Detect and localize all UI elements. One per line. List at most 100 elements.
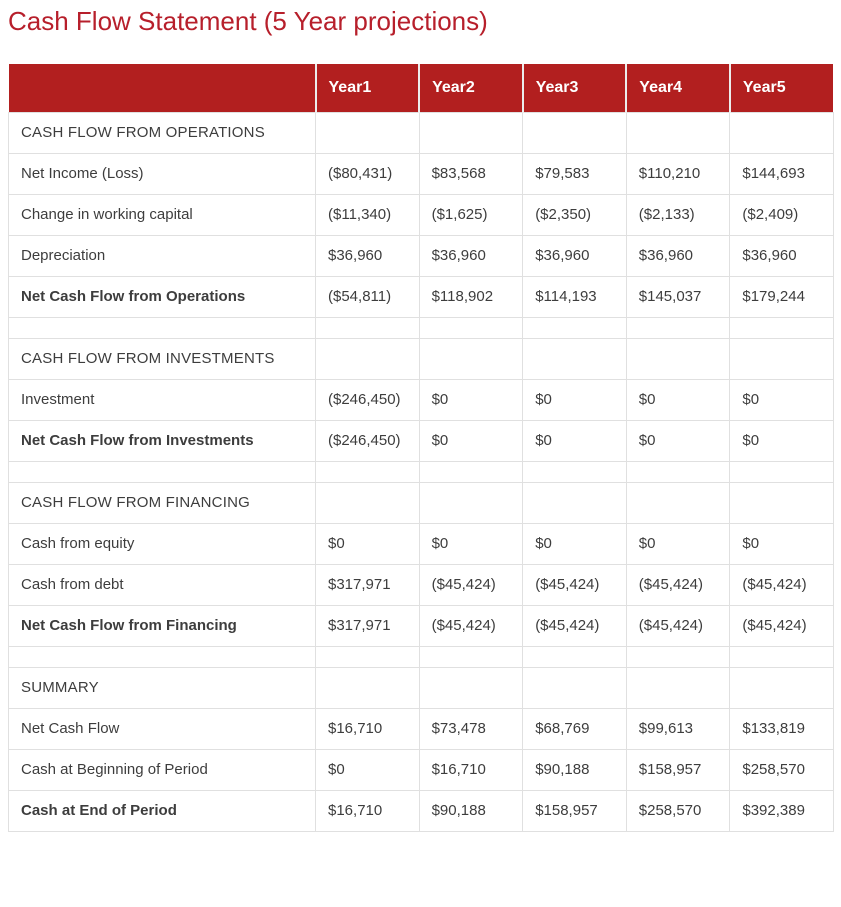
value-cell: $258,570 — [625, 789, 731, 832]
value-cell: $36,960 — [315, 234, 420, 277]
value-cell: ($45,424) — [418, 604, 524, 647]
cash-flow-table: Year1 Year2 Year3 Year4 Year5 CASH FLOW … — [8, 64, 834, 832]
value-cell: ($2,133) — [625, 193, 731, 236]
total-row: Net Cash Flow from Financing $317,971 ($45… — [8, 604, 834, 647]
table-row: Change in working capital ($11,340) ($1,62… — [8, 193, 834, 236]
value-cell: $36,960 — [522, 234, 627, 277]
value-cell — [522, 481, 627, 524]
value-cell — [625, 111, 731, 154]
value-cell: $179,244 — [729, 275, 834, 318]
value-cell: $99,613 — [625, 707, 731, 750]
row-label — [8, 460, 316, 483]
table-row: Cash from equity $0 $0 $0 $0 $0 — [8, 522, 834, 565]
value-cell — [315, 111, 420, 154]
row-label: Cash from debt — [8, 563, 316, 606]
total-row: Cash at End of Period $16,710 $90,188 $158,… — [8, 789, 834, 832]
row-label: SUMMARY — [8, 666, 316, 709]
value-cell — [315, 460, 420, 483]
value-cell: $16,710 — [418, 748, 524, 791]
value-cell — [625, 481, 731, 524]
value-cell: $0 — [625, 522, 731, 565]
value-cell — [522, 460, 627, 483]
value-cell — [315, 645, 420, 668]
value-cell: ($11,340) — [315, 193, 420, 236]
table-row: Depreciation $36,960 $36,960 $36,960 $36,960… — [8, 234, 834, 277]
value-cell: $0 — [522, 419, 627, 462]
value-cell: $0 — [522, 522, 627, 565]
value-cell: $392,389 — [729, 789, 834, 832]
value-cell: $73,478 — [418, 707, 524, 750]
value-cell — [315, 337, 420, 380]
value-cell: $0 — [315, 522, 420, 565]
value-cell: ($2,409) — [729, 193, 834, 236]
value-cell — [418, 481, 524, 524]
value-cell: $0 — [729, 378, 834, 421]
value-cell: $0 — [418, 522, 524, 565]
value-cell: ($45,424) — [729, 604, 834, 647]
row-label — [8, 645, 316, 668]
table-row: Cash at Beginning of Period $0 $16,710 $90,… — [8, 748, 834, 791]
value-cell: $0 — [418, 378, 524, 421]
table-row: Cash from debt $317,971 ($45,424) ($45,424)… — [8, 563, 834, 606]
table-row: Net Cash Flow $16,710 $73,478 $68,769 $99,61… — [8, 707, 834, 750]
value-cell — [729, 460, 834, 483]
value-cell: $36,960 — [625, 234, 731, 277]
total-row: Net Cash Flow from Operations ($54,811) $1… — [8, 275, 834, 318]
value-cell — [625, 666, 731, 709]
value-cell — [418, 111, 524, 154]
value-cell: $0 — [625, 419, 731, 462]
value-cell: $0 — [729, 419, 834, 462]
value-cell: $317,971 — [315, 604, 420, 647]
table-header-row: Year1 Year2 Year3 Year4 Year5 — [8, 64, 834, 112]
value-cell: $0 — [625, 378, 731, 421]
row-label: CASH FLOW FROM OPERATIONS — [8, 111, 316, 154]
value-cell: ($45,424) — [418, 563, 524, 606]
section-header-row: CASH FLOW FROM OPERATIONS — [8, 111, 834, 154]
value-cell: $158,957 — [522, 789, 627, 832]
value-cell: $0 — [522, 378, 627, 421]
value-cell: ($45,424) — [522, 563, 627, 606]
value-cell — [418, 666, 524, 709]
header-cell-year2: Year2 — [418, 64, 523, 112]
value-cell: ($1,625) — [418, 193, 524, 236]
header-cell-year5: Year5 — [728, 64, 834, 112]
table-row: Net Income (Loss) ($80,431) $83,568 $79,583… — [8, 152, 834, 195]
value-cell — [418, 316, 524, 339]
header-cell-year3: Year3 — [521, 64, 627, 112]
value-cell: ($54,811) — [315, 275, 420, 318]
value-cell — [625, 337, 731, 380]
value-cell — [418, 337, 524, 380]
header-cell-year4: Year4 — [625, 64, 730, 112]
row-label: CASH FLOW FROM INVESTMENTS — [8, 337, 316, 380]
value-cell: $16,710 — [315, 789, 420, 832]
value-cell — [729, 481, 834, 524]
row-label: Cash at Beginning of Period — [8, 748, 316, 791]
total-row: Net Cash Flow from Investments ($246,450)… — [8, 419, 834, 462]
row-label: Net Cash Flow — [8, 707, 316, 750]
value-cell — [418, 460, 524, 483]
value-cell: ($45,424) — [729, 563, 834, 606]
value-cell — [315, 316, 420, 339]
value-cell: ($45,424) — [522, 604, 627, 647]
value-cell: ($80,431) — [315, 152, 420, 195]
value-cell: $114,193 — [522, 275, 627, 318]
value-cell: $110,210 — [625, 152, 731, 195]
value-cell: $145,037 — [625, 275, 731, 318]
value-cell: $144,693 — [729, 152, 834, 195]
value-cell — [729, 111, 834, 154]
value-cell: ($45,424) — [625, 563, 731, 606]
value-cell: $68,769 — [522, 707, 627, 750]
value-cell: $0 — [315, 748, 420, 791]
value-cell — [522, 316, 627, 339]
row-label: Change in working capital — [8, 193, 316, 236]
row-label: Net Cash Flow from Financing — [8, 604, 316, 647]
value-cell: $83,568 — [418, 152, 524, 195]
value-cell: ($2,350) — [522, 193, 627, 236]
value-cell — [522, 111, 627, 154]
value-cell — [729, 316, 834, 339]
value-cell: ($246,450) — [315, 378, 420, 421]
section-header-row: SUMMARY — [8, 666, 834, 709]
row-label — [8, 316, 316, 339]
row-label: Cash at End of Period — [8, 789, 316, 832]
